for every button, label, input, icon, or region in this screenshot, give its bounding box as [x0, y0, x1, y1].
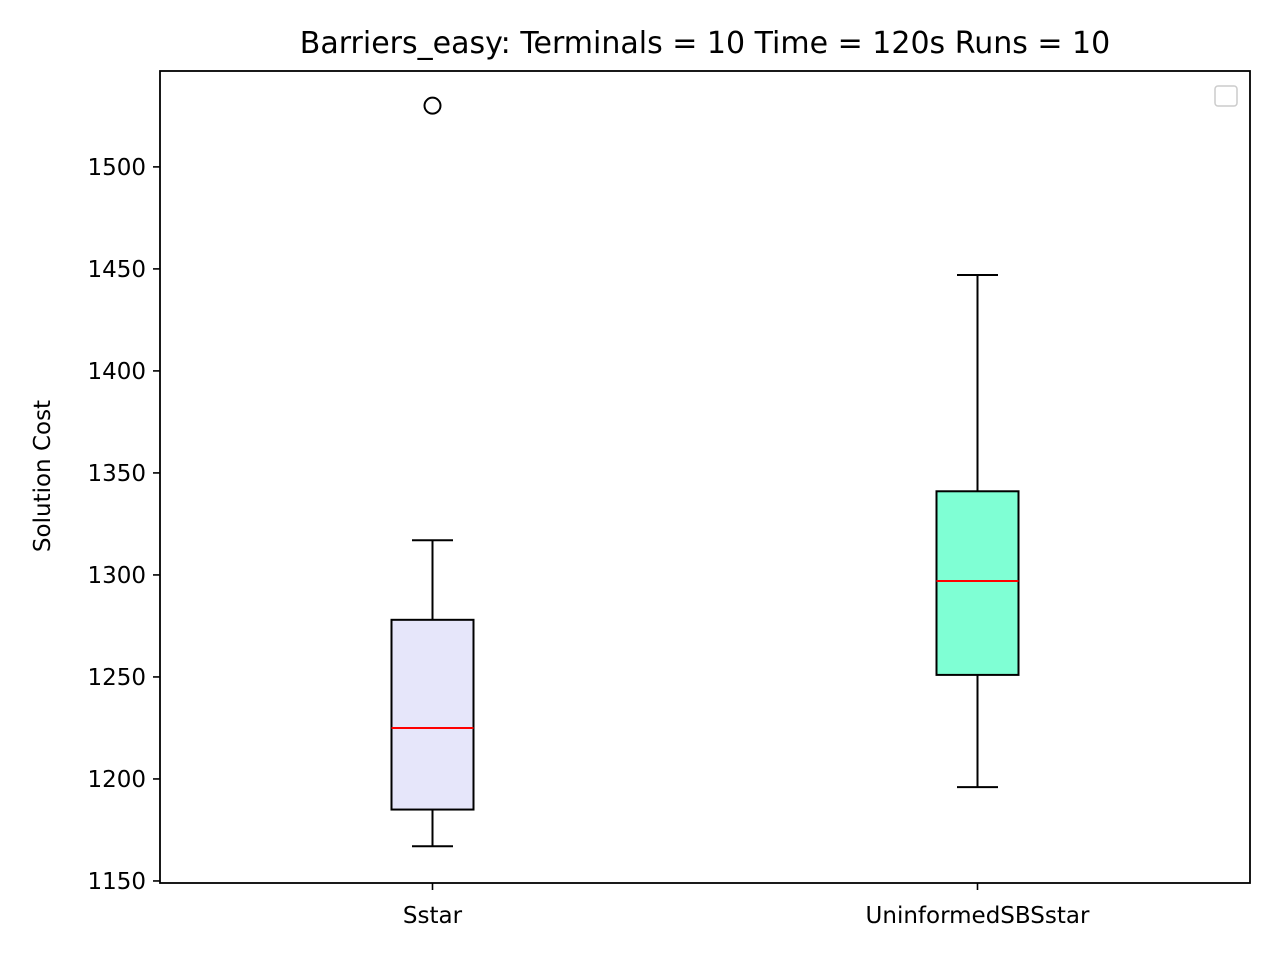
y-tick-label: 1450 — [87, 257, 146, 283]
y-tick-label: 1150 — [87, 869, 146, 895]
y-tick-label: 1400 — [87, 359, 146, 385]
iqr-box — [935, 490, 1020, 676]
y-tick-label: 1250 — [87, 665, 146, 691]
legend-box — [1214, 85, 1238, 107]
y-tick-label: 1500 — [87, 155, 146, 181]
chart-title: Barriers_easy: Terminals = 10 Time = 120… — [300, 26, 1110, 61]
x-tick-label: Sstar — [403, 903, 463, 929]
outlier-point — [423, 96, 442, 115]
y-tick-label: 1350 — [87, 461, 146, 487]
x-tick-label: UninformedSBSstar — [866, 903, 1090, 929]
iqr-box — [390, 618, 475, 811]
box-group-sstar: Sstar — [390, 96, 475, 929]
y-axis-label: Solution Cost — [30, 400, 56, 552]
box-group-uninformedsbsstar: UninformedSBSstar — [866, 274, 1090, 929]
y-tick-label: 1300 — [87, 563, 146, 589]
y-tick-label: 1200 — [87, 767, 146, 793]
axes-frame — [159, 70, 1251, 884]
plot-area: 1150 1200 1250 1300 1350 1400 1450 1500 Sstar Uni… — [87, 70, 1251, 929]
